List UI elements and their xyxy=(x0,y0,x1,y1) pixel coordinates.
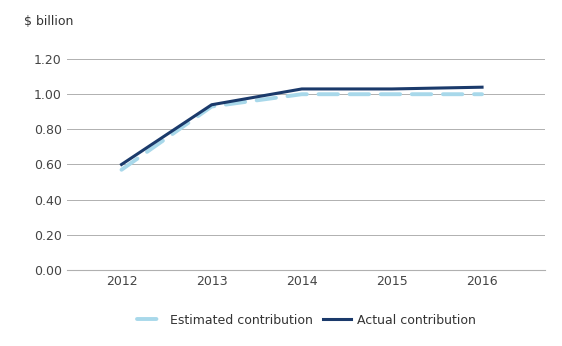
Text: $ billion: $ billion xyxy=(25,15,74,28)
Legend: Estimated contribution, Actual contribution: Estimated contribution, Actual contribut… xyxy=(132,309,481,332)
